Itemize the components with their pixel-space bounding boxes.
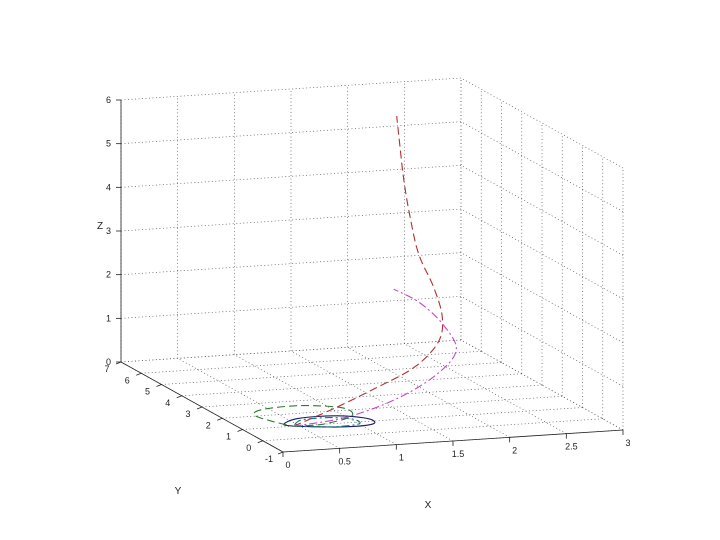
grid-line-back-z	[120, 164, 462, 188]
x-tick-label: 2	[512, 445, 517, 455]
grid-lines	[120, 77, 624, 453]
grid-line-side-z	[460, 208, 624, 300]
grid-line-floor-y	[262, 418, 603, 442]
y-tick-mark	[237, 429, 243, 432]
z-tick-label: 1	[106, 313, 111, 323]
y-tick-label: 1	[226, 432, 231, 442]
y-tick-label: 0	[246, 443, 251, 453]
grid-line-side-z	[460, 252, 624, 343]
grid-line-back-z	[120, 339, 462, 363]
grid-line-floor-x	[404, 343, 567, 434]
axes	[115, 99, 624, 457]
y-tick-mark	[196, 406, 203, 410]
grid-line-floor-y	[181, 373, 522, 397]
y-tick-label: 4	[165, 398, 170, 408]
y-tick-mark	[176, 395, 182, 399]
z-tick-label: 3	[106, 226, 111, 236]
grid-line-floor-x	[177, 358, 340, 449]
z-tick-label: 5	[106, 139, 111, 149]
y-tick-label: 7	[104, 364, 109, 374]
grid-line-floor-y	[201, 384, 543, 408]
grid-line-back-z	[120, 208, 462, 232]
grid-line-side-z	[460, 165, 624, 256]
x-tick-label: 2.5	[565, 442, 578, 452]
x-tick-label: 3	[625, 438, 630, 448]
series-line-3	[253, 405, 354, 427]
y-tick-mark	[217, 417, 223, 421]
grid-line-back-z	[120, 121, 462, 145]
grid-line-floor-y	[141, 350, 482, 374]
grid-line-floor-x	[234, 354, 397, 445]
grid-line-floor-y	[222, 395, 563, 419]
y-tick-mark	[257, 440, 263, 444]
grid-line-side-z	[460, 296, 624, 387]
z-tick-label: 6	[106, 95, 111, 105]
series-line-5	[293, 288, 457, 427]
x-tick-label: 1	[399, 453, 404, 463]
grid-line-back-z	[120, 77, 462, 101]
y-axis-label: Y	[175, 486, 182, 497]
series-line-4	[293, 116, 444, 427]
grid-line-floor-x	[347, 347, 510, 438]
x-tick-label: 1.5	[452, 449, 465, 459]
z-axis-label: Z	[97, 221, 103, 232]
grid-line-back-z	[120, 295, 462, 319]
y-tick-mark	[277, 451, 284, 455]
x-tick-label: 0	[285, 460, 290, 470]
series-line-2	[293, 417, 361, 428]
grid-line-floor-y	[161, 362, 502, 385]
y-tick-label: 6	[125, 375, 130, 385]
y-tick-label: 3	[185, 409, 190, 419]
y-tick-label: 5	[145, 387, 150, 397]
y-tick-mark	[156, 384, 162, 387]
z-tick-label: 4	[106, 182, 111, 192]
x-axis-label: X	[425, 500, 432, 511]
grid-line-side-z	[460, 77, 624, 169]
series-lines	[253, 116, 457, 428]
grid-line-back-z	[120, 252, 462, 276]
z-tick-label: 2	[106, 270, 111, 280]
y-tick-label: 2	[206, 420, 211, 430]
y-tick-mark	[136, 372, 142, 376]
z-tick-label: 0	[106, 357, 111, 367]
grid-line-side-z	[460, 121, 624, 212]
x-tick-label: 0.5	[338, 456, 351, 466]
grid-line-side-z	[460, 339, 624, 431]
grid-line-floor-x	[290, 350, 454, 442]
y-tick-label: -1	[265, 454, 273, 464]
